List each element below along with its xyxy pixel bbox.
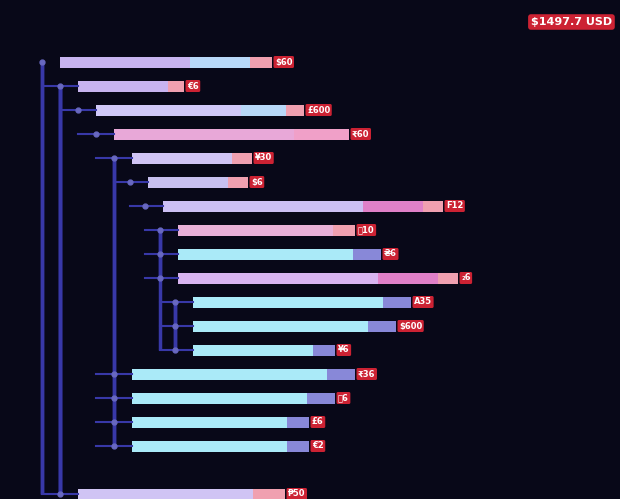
Text: ₂6: ₂6 [461, 273, 471, 282]
Bar [193, 320, 368, 331]
Bar [313, 344, 335, 355]
Text: £6: £6 [312, 418, 324, 427]
Bar [241, 104, 286, 115]
Text: ¥6: ¥6 [338, 345, 350, 354]
Bar [333, 225, 355, 236]
Text: $60: $60 [275, 57, 293, 66]
Text: ₹60: ₹60 [352, 130, 370, 139]
Bar [148, 177, 228, 188]
Text: €6: €6 [187, 81, 199, 90]
Bar [383, 296, 411, 307]
Bar [423, 201, 443, 212]
Bar [307, 393, 335, 404]
Bar [253, 489, 285, 499]
Text: A35: A35 [414, 297, 432, 306]
Bar [78, 80, 168, 91]
Bar [78, 489, 253, 499]
Bar [438, 272, 458, 283]
Bar [363, 201, 423, 212]
Bar [228, 177, 248, 188]
Bar [378, 272, 438, 283]
Text: $600: $600 [399, 321, 422, 330]
Bar [132, 441, 287, 452]
Bar [286, 104, 304, 115]
Bar [250, 56, 272, 67]
Text: £600: £600 [307, 105, 330, 114]
Bar [287, 417, 309, 428]
Bar [114, 129, 294, 140]
Text: ₱50: ₱50 [288, 490, 306, 499]
Text: ₴6: ₴6 [384, 250, 397, 258]
Bar [163, 201, 363, 212]
Text: 월10: 월10 [358, 226, 374, 235]
Bar [178, 272, 378, 283]
Text: $1497.7 USD: $1497.7 USD [531, 17, 612, 27]
Bar [132, 393, 307, 404]
Bar [132, 368, 327, 380]
Bar [232, 153, 252, 164]
Text: 월6: 월6 [338, 394, 349, 403]
Bar [190, 56, 250, 67]
Bar [287, 441, 309, 452]
Text: ¥30: ¥30 [255, 154, 272, 163]
Bar [178, 249, 353, 259]
Text: F12: F12 [446, 202, 463, 211]
Bar [327, 368, 355, 380]
Bar [96, 104, 241, 115]
Text: ₹36: ₹36 [358, 369, 376, 379]
Bar [353, 249, 381, 259]
Bar [60, 56, 190, 67]
Bar [132, 417, 287, 428]
Text: €2: €2 [312, 442, 324, 451]
Bar [178, 225, 333, 236]
Bar [193, 296, 383, 307]
Bar [132, 153, 232, 164]
Bar [368, 320, 396, 331]
Text: $6: $6 [251, 178, 263, 187]
Bar [168, 80, 184, 91]
Bar [193, 344, 313, 355]
Bar [294, 129, 349, 140]
